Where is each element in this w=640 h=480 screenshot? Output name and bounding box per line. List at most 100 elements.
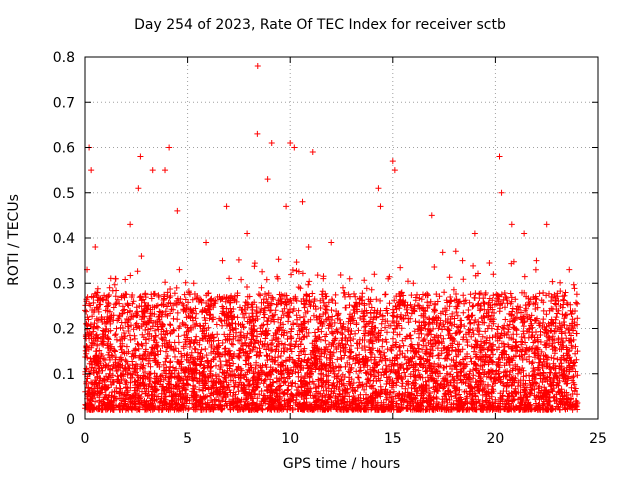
data-point <box>566 266 573 273</box>
data-point <box>359 293 366 300</box>
x-tick-label: 5 <box>183 431 192 447</box>
axis-ticks: 0 5 10 15 20 25 0 0.1 0.2 0.3 0.4 0.5 0.6 0.7 0.8 <box>53 50 607 447</box>
data-point <box>244 230 251 237</box>
data-point <box>209 316 216 323</box>
data-point <box>352 352 359 359</box>
data-point <box>135 185 142 192</box>
data-point <box>465 375 472 382</box>
data-point <box>375 185 382 192</box>
data-point <box>346 275 353 282</box>
data-point <box>309 149 316 156</box>
data-point <box>127 221 134 228</box>
y-tick-label: 0 <box>66 412 75 428</box>
data-point <box>299 198 306 205</box>
data-point <box>371 271 378 278</box>
data-point <box>270 316 277 323</box>
data-point <box>428 212 435 219</box>
data-point <box>264 176 271 183</box>
data-points <box>82 63 581 395</box>
data-point <box>162 167 169 174</box>
data-point <box>391 167 398 174</box>
y-tick-label: 0.5 <box>53 186 75 202</box>
data-point <box>410 280 417 287</box>
data-point <box>543 221 550 228</box>
data-point <box>328 239 335 246</box>
data-point <box>166 144 173 151</box>
y-tick-label: 0.6 <box>53 141 75 157</box>
x-axis-label: GPS time / hours <box>282 456 401 472</box>
data-point <box>383 339 390 346</box>
data-point <box>151 357 158 364</box>
data-point <box>213 379 220 386</box>
data-point <box>190 280 197 287</box>
data-point <box>254 130 261 137</box>
data-point <box>377 203 384 210</box>
data-point <box>196 361 203 368</box>
data-point <box>149 167 156 174</box>
data-point <box>98 316 105 323</box>
y-tick-label: 0.1 <box>53 367 75 383</box>
data-point <box>96 375 103 382</box>
data-point <box>110 361 117 368</box>
data-point <box>143 320 150 327</box>
data-point <box>471 230 478 237</box>
data-point <box>315 366 322 373</box>
data-point <box>223 203 230 210</box>
data-point <box>514 370 521 377</box>
data-point <box>533 257 540 264</box>
data-point <box>295 343 302 350</box>
data-point <box>92 244 99 251</box>
data-point <box>490 271 497 278</box>
data-point <box>231 293 238 300</box>
data-point <box>248 330 255 337</box>
data-point <box>562 330 569 337</box>
chart-title: Day 254 of 2023, Rate Of TEC Index for r… <box>134 17 506 33</box>
data-point <box>556 388 563 395</box>
data-point <box>404 366 411 373</box>
data-point <box>120 330 127 337</box>
x-tick-label: 15 <box>384 431 402 447</box>
data-point <box>527 316 534 323</box>
data-point <box>176 266 183 273</box>
data-point <box>484 357 491 364</box>
data-point <box>94 334 101 341</box>
data-point <box>441 289 448 296</box>
y-axis-label: ROTI / TECUs <box>6 194 22 286</box>
y-tick-label: 0.4 <box>53 231 75 247</box>
data-point <box>278 370 285 377</box>
data-point <box>422 320 429 327</box>
data-point <box>398 311 405 318</box>
data-point <box>498 189 505 196</box>
data-point <box>521 230 528 237</box>
data-point <box>174 207 181 214</box>
data-point <box>102 384 109 391</box>
x-tick-label: 20 <box>486 431 504 447</box>
x-tick-label: 25 <box>589 431 607 447</box>
data-point <box>203 239 210 246</box>
data-point <box>184 334 191 341</box>
data-point <box>305 244 312 251</box>
data-point <box>416 384 423 391</box>
data-point <box>334 379 341 386</box>
data-point <box>268 139 275 146</box>
data-point <box>116 379 123 386</box>
data-point <box>258 284 265 291</box>
data-point <box>112 275 119 282</box>
data-point <box>131 352 138 359</box>
data-point <box>237 375 244 382</box>
data-point <box>549 293 556 300</box>
data-point <box>168 370 175 377</box>
data-point <box>508 221 515 228</box>
data-point <box>389 158 396 165</box>
data-point <box>434 352 441 359</box>
data-point <box>539 361 546 368</box>
data-points-dense <box>82 248 581 413</box>
data-point <box>123 366 130 373</box>
y-tick-label: 0.7 <box>53 95 75 111</box>
data-point <box>137 153 144 160</box>
data-point <box>283 203 290 210</box>
data-point <box>453 330 460 337</box>
data-point <box>291 144 298 151</box>
data-point <box>262 361 269 368</box>
